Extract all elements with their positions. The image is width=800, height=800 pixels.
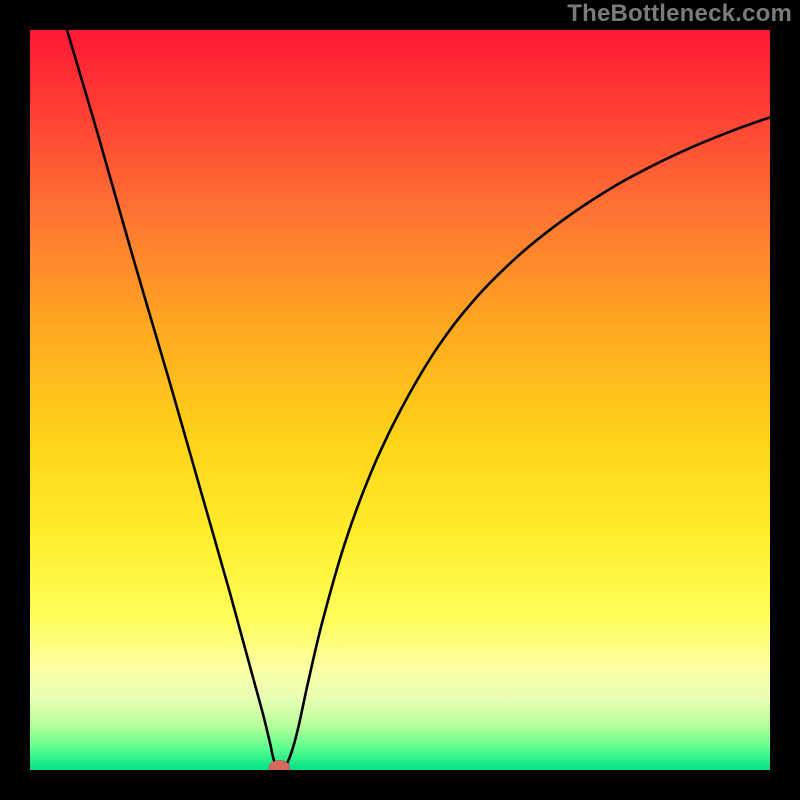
- figure-outer: TheBottleneck.com: [0, 0, 800, 800]
- gradient-background: [30, 30, 770, 770]
- watermark-text: TheBottleneck.com: [567, 0, 792, 28]
- plot-wrap: [30, 30, 770, 770]
- bottleneck-gradient-plot: [30, 30, 770, 770]
